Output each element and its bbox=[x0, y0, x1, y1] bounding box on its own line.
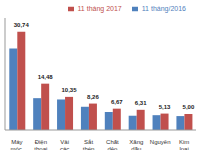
svg-text:Điệnthoại: Điệnthoại bbox=[34, 139, 47, 150]
svg-text:8,26: 8,26 bbox=[87, 94, 99, 100]
svg-text:Kimloại: Kimloại bbox=[179, 139, 189, 150]
svg-text:Chấtdẻo: Chấtdẻo bbox=[106, 139, 119, 150]
svg-text:Máymóc,: Máymóc, bbox=[10, 139, 23, 150]
html-text:11 tháng 2017: 11 tháng 2017 bbox=[77, 5, 122, 12]
svg-text:6,31: 6,31 bbox=[135, 100, 147, 106]
svg-text:6,67: 6,67 bbox=[111, 99, 123, 105]
svg-text:10,35: 10,35 bbox=[62, 87, 78, 93]
html-text:11 tháng/2016: 11 tháng/2016 bbox=[141, 5, 186, 12]
svg-text:5,00: 5,00 bbox=[183, 104, 192, 110]
svg-text:Vảicác: Vảicác bbox=[60, 139, 69, 150]
svg-text:Nguyên: Nguyên bbox=[150, 139, 171, 145]
svg-text:5,13: 5,13 bbox=[159, 104, 171, 110]
svg-text:14,48: 14,48 bbox=[38, 74, 54, 80]
svg-text:Xăngdầu: Xăngdầu bbox=[129, 139, 143, 150]
svg-text:30,74: 30,74 bbox=[14, 22, 30, 28]
svg-text:Sắtthép: Sắtthép bbox=[83, 139, 95, 150]
